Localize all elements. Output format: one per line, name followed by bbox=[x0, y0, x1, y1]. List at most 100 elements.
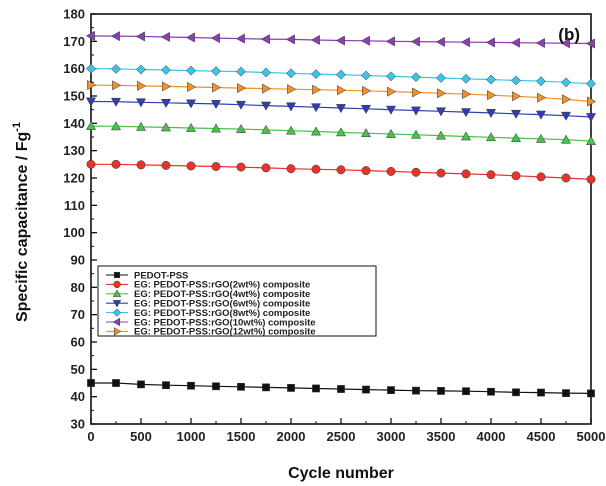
data-point bbox=[210, 100, 222, 110]
data-point bbox=[111, 159, 121, 169]
data-point bbox=[485, 109, 497, 119]
y-tick-label: 80 bbox=[71, 280, 85, 295]
data-point bbox=[585, 113, 597, 123]
y-tick-label: 90 bbox=[71, 253, 85, 268]
data-point bbox=[287, 384, 295, 392]
data-point bbox=[312, 384, 320, 393]
data-point bbox=[585, 38, 595, 49]
data-point bbox=[285, 102, 297, 112]
data-point bbox=[287, 84, 297, 95]
data-point bbox=[435, 36, 445, 47]
data-point bbox=[387, 386, 395, 394]
legend-entry: EG: PEDOT-PSS:rGO(8wt%) composite bbox=[106, 308, 310, 319]
data-point bbox=[260, 34, 270, 45]
data-point bbox=[462, 387, 470, 396]
axis-ticks: 0 500 1000 1500 2000 2500 3000 3500 4000 4500 5000… bbox=[63, 7, 605, 445]
data-point bbox=[462, 89, 472, 100]
data-point bbox=[311, 164, 321, 174]
legend-entry: EG: PEDOT-PSS:rGO(2wt%) composite bbox=[106, 280, 310, 291]
data-point bbox=[585, 135, 597, 145]
data-point bbox=[535, 133, 547, 143]
data-point bbox=[160, 122, 172, 132]
legend-label: PEDOT-PSS bbox=[134, 270, 188, 281]
data-point bbox=[360, 35, 370, 46]
data-point bbox=[211, 162, 221, 171]
series bbox=[87, 379, 595, 398]
data-point bbox=[361, 70, 371, 81]
legend-entry: EG: PEDOT-PSS:rGO(12wt%) composite bbox=[106, 327, 316, 338]
data-point bbox=[485, 132, 497, 142]
legend-label: EG: PEDOT-PSS:rGO(8wt%) composite bbox=[134, 308, 310, 319]
data-point bbox=[211, 66, 221, 77]
data-point bbox=[362, 385, 370, 394]
data-point bbox=[461, 169, 471, 179]
x-tick-label: 2000 bbox=[277, 429, 306, 444]
data-point bbox=[210, 123, 222, 133]
data-point bbox=[161, 65, 171, 75]
data-point bbox=[86, 63, 96, 74]
data-point bbox=[160, 31, 170, 42]
y-tick-label: 150 bbox=[63, 89, 85, 104]
legend-label: EG: PEDOT-PSS:rGO(6wt%) composite bbox=[134, 299, 310, 310]
y-axis-title: Specific capacitance / Fg-1 bbox=[11, 122, 31, 322]
legend-label: EG: PEDOT-PSS:rGO(2wt%) composite bbox=[134, 280, 310, 291]
legend-box bbox=[97, 265, 377, 337]
data-point bbox=[562, 94, 572, 105]
y-tick-label: 40 bbox=[71, 389, 85, 404]
legend-entry: PEDOT-PSS bbox=[106, 270, 188, 281]
data-point bbox=[237, 382, 245, 391]
data-point bbox=[87, 80, 97, 91]
data-point bbox=[286, 68, 296, 79]
data-point bbox=[387, 86, 397, 97]
y-tick-label: 180 bbox=[63, 7, 85, 22]
series bbox=[87, 80, 597, 107]
y-tick-label: 120 bbox=[63, 171, 85, 186]
data-point bbox=[212, 82, 222, 93]
data-point bbox=[536, 76, 546, 87]
data-point bbox=[161, 160, 171, 170]
data-point bbox=[486, 74, 496, 85]
data-point bbox=[386, 166, 396, 176]
data-point bbox=[260, 124, 272, 134]
data-point bbox=[113, 327, 122, 336]
data-point bbox=[286, 164, 296, 174]
y-tick-label: 70 bbox=[71, 307, 85, 322]
data-point bbox=[111, 63, 121, 74]
data-point bbox=[560, 134, 572, 144]
data-point bbox=[560, 111, 572, 121]
data-point bbox=[510, 132, 522, 142]
data-point bbox=[587, 389, 595, 398]
series bbox=[85, 30, 595, 49]
data-point bbox=[162, 81, 172, 92]
x-tick-label: 1000 bbox=[177, 429, 206, 444]
data-point bbox=[362, 85, 372, 96]
data-point bbox=[310, 126, 322, 136]
data-point bbox=[235, 123, 247, 133]
data-point bbox=[185, 99, 197, 109]
x-tick-label: 4000 bbox=[477, 429, 506, 444]
data-point bbox=[112, 300, 122, 308]
data-point bbox=[262, 383, 270, 392]
y-tick-label: 110 bbox=[64, 198, 85, 213]
data-point bbox=[561, 173, 571, 183]
x-tick-label: 3500 bbox=[427, 429, 456, 444]
data-point bbox=[361, 166, 371, 176]
y-tick-label: 170 bbox=[63, 34, 85, 49]
data-point bbox=[412, 386, 420, 395]
data-point bbox=[536, 172, 546, 182]
data-point bbox=[310, 34, 320, 45]
x-tick-label: 3000 bbox=[377, 429, 406, 444]
data-point bbox=[512, 388, 520, 397]
x-tick-label: 0 bbox=[87, 429, 94, 444]
data-point bbox=[460, 37, 470, 48]
legend-entry: EG: PEDOT-PSS:rGO(10wt%) composite bbox=[106, 317, 316, 328]
data-point bbox=[562, 389, 570, 397]
y-axis-title-main: Specific capacitance / Fg bbox=[14, 132, 31, 322]
data-point bbox=[410, 129, 422, 139]
data-point bbox=[262, 83, 272, 94]
data-point bbox=[112, 317, 121, 327]
x-axis-title: Cycle number bbox=[288, 465, 394, 482]
data-point bbox=[112, 289, 122, 297]
x-tick-label: 1500 bbox=[227, 429, 256, 444]
